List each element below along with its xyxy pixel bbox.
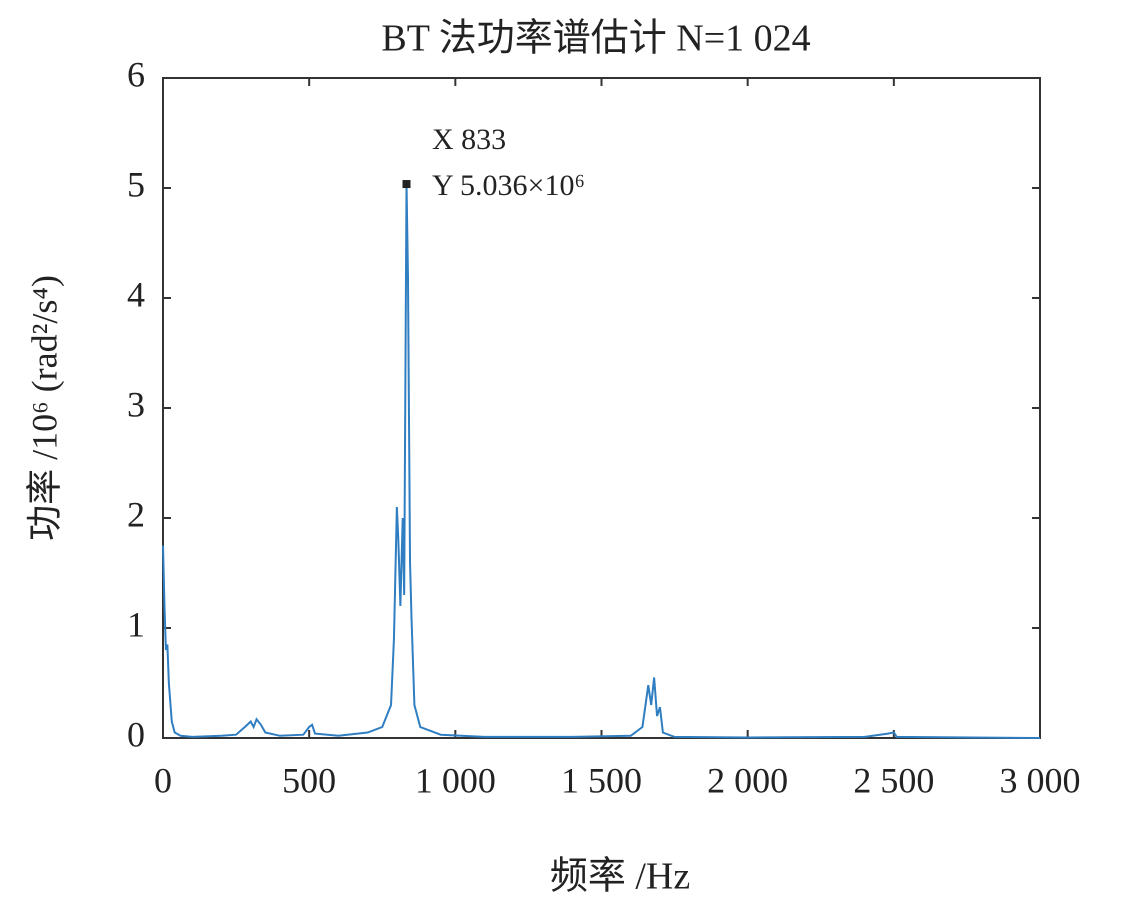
x-axis-label: 频率 /Hz [550, 856, 690, 898]
y-tick-label: 2 [127, 494, 145, 534]
datatip-y: Y 5.036×10⁶ [432, 169, 585, 202]
x-tick-label: 1 000 [415, 760, 496, 800]
y-tick-label: 6 [127, 54, 145, 94]
y-tick-label: 3 [127, 384, 145, 424]
y-axis-label: 功率 /10⁶ (rad²/s⁴) [24, 275, 64, 541]
datatip-marker [402, 180, 411, 189]
x-tick-label: 1 500 [561, 760, 642, 800]
y-tick-label: 4 [127, 274, 145, 314]
x-tick-label: 2 500 [853, 760, 934, 800]
x-tick-label: 500 [282, 760, 336, 800]
plot-frame [162, 77, 1041, 739]
y-tick-label: 5 [127, 164, 145, 204]
y-tick-label: 1 [127, 604, 145, 644]
x-tick-label: 2 000 [707, 760, 788, 800]
datatip-x: X 833 [432, 123, 506, 156]
data-line [162, 184, 1041, 739]
x-tick-label: 0 [154, 760, 172, 800]
y-tick-label: 0 [127, 714, 145, 754]
x-tick-label: 3 000 [1000, 760, 1081, 800]
chart-title: BT 法功率谱估计 N=1 024 [381, 18, 810, 60]
